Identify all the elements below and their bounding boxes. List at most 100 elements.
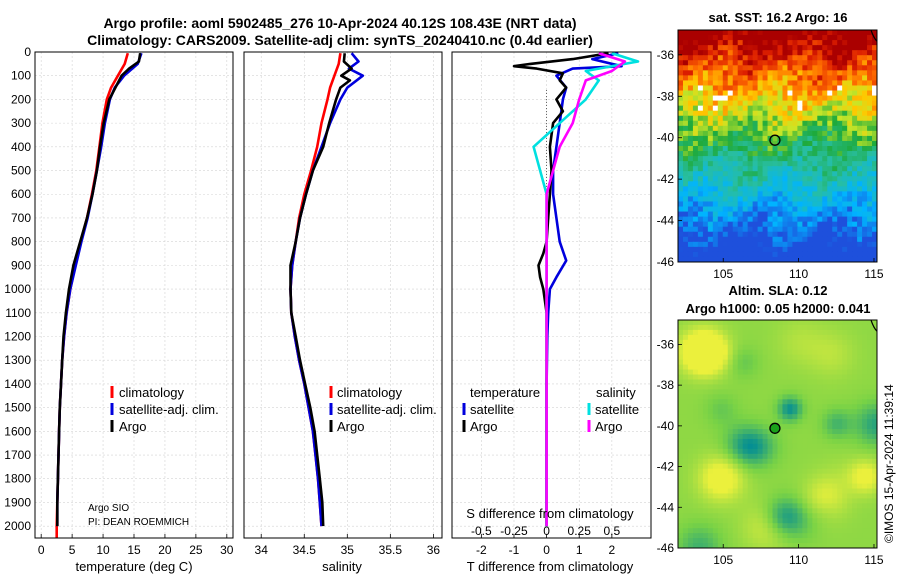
map-cell [852, 320, 858, 326]
map-cell [812, 221, 818, 228]
map-cell [747, 473, 754, 480]
map-cell [752, 65, 759, 71]
map-cell [702, 105, 709, 112]
map-cell [857, 404, 863, 410]
map-cell [697, 404, 704, 410]
map-cell [687, 404, 694, 410]
map-cell [872, 329, 877, 336]
map-cell [752, 419, 759, 425]
map-cell [802, 320, 808, 326]
map-cell [822, 339, 828, 346]
map-cell [777, 105, 784, 112]
map-cell [857, 55, 863, 61]
map-cell [687, 40, 694, 46]
map-cell [872, 334, 877, 341]
map-cell [687, 424, 694, 430]
map-cell [867, 518, 873, 524]
map-cell [792, 543, 798, 548]
map-cell [867, 181, 873, 187]
map-cell [802, 453, 808, 460]
map-cell [847, 75, 853, 82]
map-cell [702, 226, 709, 233]
sst-map: 105 110 115-36-38-40-42-44-46 [657, 29, 884, 281]
map-cell [797, 221, 803, 228]
map-cell [692, 45, 699, 51]
map-cell [732, 146, 739, 152]
map-cell [797, 60, 803, 66]
map-cell [747, 364, 754, 371]
map-cell [772, 251, 779, 258]
map-cell [722, 478, 729, 485]
map-cell [692, 518, 699, 524]
map-cell [852, 156, 858, 162]
map-cell [852, 75, 858, 82]
map-cell [702, 80, 709, 87]
map-cell [757, 493, 764, 500]
map-cell [772, 453, 779, 460]
map-cell [757, 349, 764, 356]
map-cell [852, 221, 858, 228]
y-tick-label: -36 [657, 48, 675, 62]
map-cell [752, 448, 759, 455]
map-cell [852, 429, 858, 435]
map-cell [837, 191, 843, 198]
map-cell [722, 344, 729, 351]
map-cell [737, 488, 744, 495]
map-cell [682, 65, 689, 71]
map-cell [732, 483, 739, 490]
map-cell [797, 409, 803, 415]
map-cell [817, 324, 823, 331]
map-cell [857, 95, 863, 102]
map-cell [832, 424, 838, 430]
map-cell [842, 458, 848, 465]
map-cell [842, 80, 848, 87]
map-cell [762, 463, 769, 470]
map-cell [722, 429, 729, 435]
map-cell [792, 513, 798, 519]
map-cell [837, 236, 843, 243]
map-cell [727, 379, 734, 386]
legend-label-satellite: satellite-adj. clim. [337, 402, 437, 417]
map-cell [847, 448, 853, 455]
map-cell [678, 533, 684, 539]
map-cell [707, 359, 714, 366]
map-cell [802, 166, 808, 172]
map-cell [697, 513, 704, 519]
map-cell [847, 221, 853, 228]
map-cell [682, 468, 689, 475]
map-cell [762, 483, 769, 490]
map-cell [787, 206, 794, 213]
map-cell [832, 379, 838, 386]
map-cell [822, 414, 828, 420]
map-cell [842, 50, 848, 56]
map-cell [717, 369, 724, 376]
map-cell [742, 528, 749, 534]
map-cell [777, 181, 784, 187]
map-cell [852, 216, 858, 223]
map-cell [872, 236, 877, 243]
map-cell [847, 324, 853, 331]
map-cell [687, 256, 694, 262]
map-cell [852, 513, 858, 519]
map-cell [717, 438, 724, 445]
map-cell [737, 498, 744, 504]
map-cell [812, 226, 818, 233]
map-cell [792, 161, 798, 167]
map-cell [732, 463, 739, 470]
map-cell [717, 80, 724, 87]
map-cell [678, 424, 684, 430]
map-cell [807, 488, 813, 495]
map-cell [792, 55, 798, 61]
map-cell [837, 201, 843, 208]
map-cell [812, 498, 818, 504]
map-cell [807, 498, 813, 504]
map-cell [807, 85, 813, 92]
map-cell [777, 533, 784, 539]
map-cell [712, 508, 719, 514]
map-cell [837, 429, 843, 435]
map-cell [757, 221, 764, 228]
map-cell [792, 156, 798, 162]
map-cell [707, 191, 714, 198]
map-cell [682, 414, 689, 420]
map-cell [792, 364, 798, 371]
